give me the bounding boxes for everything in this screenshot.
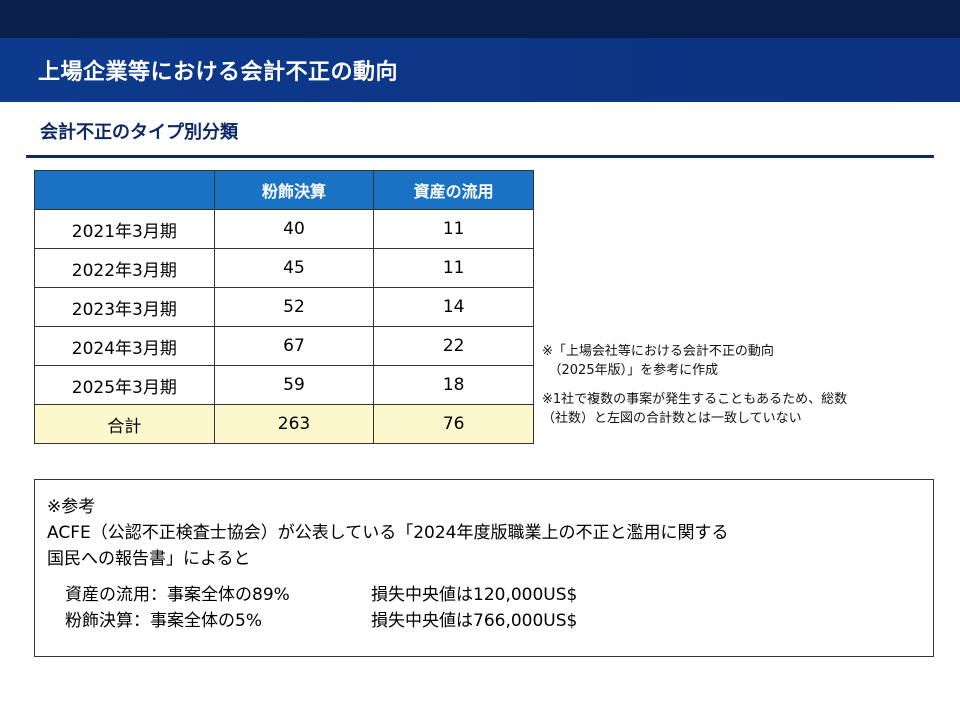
- table-cell-financial-fraud: 59: [213, 365, 375, 405]
- stat-label: 資産の流用：事案全体の89%: [65, 585, 290, 605]
- top-band: [0, 0, 960, 38]
- table-cell-financial-fraud: 67: [213, 326, 375, 366]
- table-header-asset-misappropriation: 資産の流用: [373, 170, 534, 210]
- table-cell-period: 2023年3月期: [34, 287, 215, 327]
- table-cell-period: 2024年3月期: [34, 326, 215, 366]
- table-row: 2022年3月期 45 11: [34, 248, 534, 288]
- table-row: 2021年3月期 40 11: [34, 209, 534, 249]
- section-title: 会計不正のタイプ別分類: [40, 122, 238, 143]
- table-cell-period: 2022年3月期: [34, 248, 215, 288]
- table-header-financial-fraud: 粉飾決算: [213, 170, 375, 210]
- footnotes: ※「上場会社等における会計不正の動向 （2025年版）」を参考に作成 ※1社で複…: [542, 342, 942, 438]
- table-cell-financial-fraud: 45: [213, 248, 375, 288]
- table-total-label: 合計: [34, 404, 215, 444]
- table-cell-period: 2021年3月期: [34, 209, 215, 249]
- table-row: 2024年3月期 67 22: [34, 326, 534, 366]
- stat-row-financial-fraud: 粉飾決算：事案全体の5% 損失中央値は766,000US$: [65, 608, 921, 634]
- table-total-row: 合計 263 76: [34, 404, 534, 444]
- table-cell-asset-misappropriation: 14: [373, 287, 534, 327]
- table-cell-period: 2025年3月期: [34, 365, 215, 405]
- table-cell-asset-misappropriation: 11: [373, 248, 534, 288]
- table-total-asset-misappropriation: 76: [373, 404, 534, 444]
- stat-value: 損失中央値は766,000US$: [371, 611, 578, 631]
- table-header-row: 粉飾決算 資産の流用: [34, 170, 534, 210]
- footnote-count-discrepancy: ※1社で複数の事案が発生することもあるため、総数 （社数）と左図の合計数とは一致…: [542, 392, 848, 426]
- table-cell-financial-fraud: 52: [213, 287, 375, 327]
- reference-stats: 資産の流用：事案全体の89% 損失中央値は120,000US$ 粉飾決算：事案全…: [47, 582, 921, 634]
- table-cell-asset-misappropriation: 18: [373, 365, 534, 405]
- table-cell-asset-misappropriation: 22: [373, 326, 534, 366]
- reference-line-2: 国民への報告書」によると: [47, 549, 251, 569]
- stat-label: 粉飾決算：事案全体の5%: [65, 611, 262, 631]
- title-bar: 上場企業等における会計不正の動向: [0, 38, 960, 102]
- section-divider: [26, 155, 934, 158]
- table-header-corner: [34, 170, 215, 210]
- table-total-financial-fraud: 263: [213, 404, 375, 444]
- slide-title: 上場企業等における会計不正の動向: [38, 60, 399, 85]
- footnote-source: ※「上場会社等における会計不正の動向 （2025年版）」を参考に作成: [542, 344, 774, 378]
- stat-row-asset-misappropriation: 資産の流用：事案全体の89% 損失中央値は120,000US$: [65, 582, 921, 608]
- table-cell-asset-misappropriation: 11: [373, 209, 534, 249]
- reference-heading: ※参考: [47, 497, 96, 517]
- table-row: 2025年3月期 59 18: [34, 365, 534, 405]
- table-row: 2023年3月期 52 14: [34, 287, 534, 327]
- fraud-type-table: 粉飾決算 資産の流用 2021年3月期 40 11 2022年3月期 45 11…: [34, 170, 534, 444]
- reference-box: ※参考 ACFE（公認不正検査士協会）が公表している「2024年度版職業上の不正…: [34, 479, 934, 657]
- stat-value: 損失中央値は120,000US$: [371, 585, 578, 605]
- reference-line-1: ACFE（公認不正検査士協会）が公表している「2024年度版職業上の不正と濫用に…: [47, 523, 729, 543]
- table-cell-financial-fraud: 40: [213, 209, 375, 249]
